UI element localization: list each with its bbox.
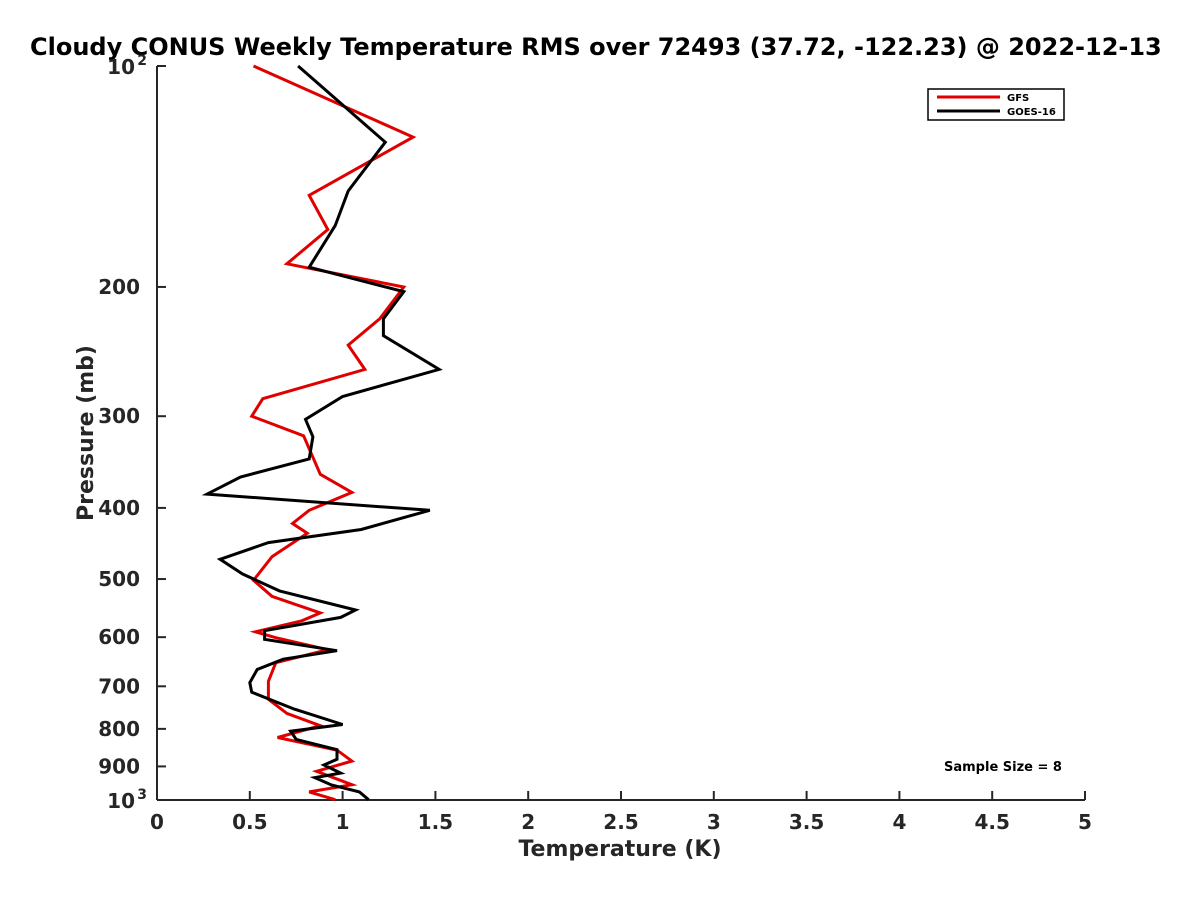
y-tick-label: 400 bbox=[98, 496, 140, 520]
series-line-goes-16 bbox=[201, 64, 443, 801]
y-tick-label: 10 bbox=[107, 789, 135, 813]
x-tick-label: 1 bbox=[336, 810, 350, 834]
y-tick-label: 300 bbox=[98, 404, 140, 428]
y-axis-label: Pressure (mb) bbox=[74, 345, 99, 521]
legend-box bbox=[927, 88, 1065, 121]
sample-size-annotation: Sample Size = 8 bbox=[944, 760, 1062, 775]
legend-label-gfs: GFS bbox=[1007, 93, 1029, 104]
y-tick-exponent: 3 bbox=[137, 787, 147, 803]
x-tick-label: 1.5 bbox=[418, 810, 453, 834]
chart-title: Cloudy CONUS Weekly Temperature RMS over… bbox=[30, 33, 1162, 61]
y-tick-label: 10 bbox=[107, 55, 135, 79]
x-tick-label: 2 bbox=[521, 810, 535, 834]
x-tick-label: 5 bbox=[1078, 810, 1092, 834]
legend: GFS GOES-16 bbox=[927, 88, 1065, 121]
x-tick-label: 3.5 bbox=[789, 810, 824, 834]
series-layer bbox=[201, 64, 443, 802]
x-tick-label: 2.5 bbox=[603, 810, 638, 834]
plot-axes: 0 0.5 1 1.5 2 2.5 3 3.5 4 4.5 510 22003004005006007… bbox=[98, 53, 1092, 834]
y-tick-label: 500 bbox=[98, 567, 140, 591]
x-tick-label: 0 bbox=[150, 810, 164, 834]
y-tick-label: 900 bbox=[98, 754, 140, 778]
x-axis-label: Temperature (K) bbox=[518, 837, 721, 862]
y-tick-exponent: 2 bbox=[137, 53, 147, 69]
x-tick-label: 4 bbox=[892, 810, 906, 834]
legend-label-goes-16: GOES-16 bbox=[1007, 107, 1056, 118]
x-tick-label: 0.5 bbox=[232, 810, 267, 834]
y-tick-label: 700 bbox=[98, 674, 140, 698]
x-tick-label: 4.5 bbox=[974, 810, 1009, 834]
y-tick-label: 800 bbox=[98, 717, 140, 741]
y-tick-label: 600 bbox=[98, 625, 140, 649]
y-tick-label: 200 bbox=[98, 275, 140, 299]
x-tick-label: 3 bbox=[707, 810, 721, 834]
